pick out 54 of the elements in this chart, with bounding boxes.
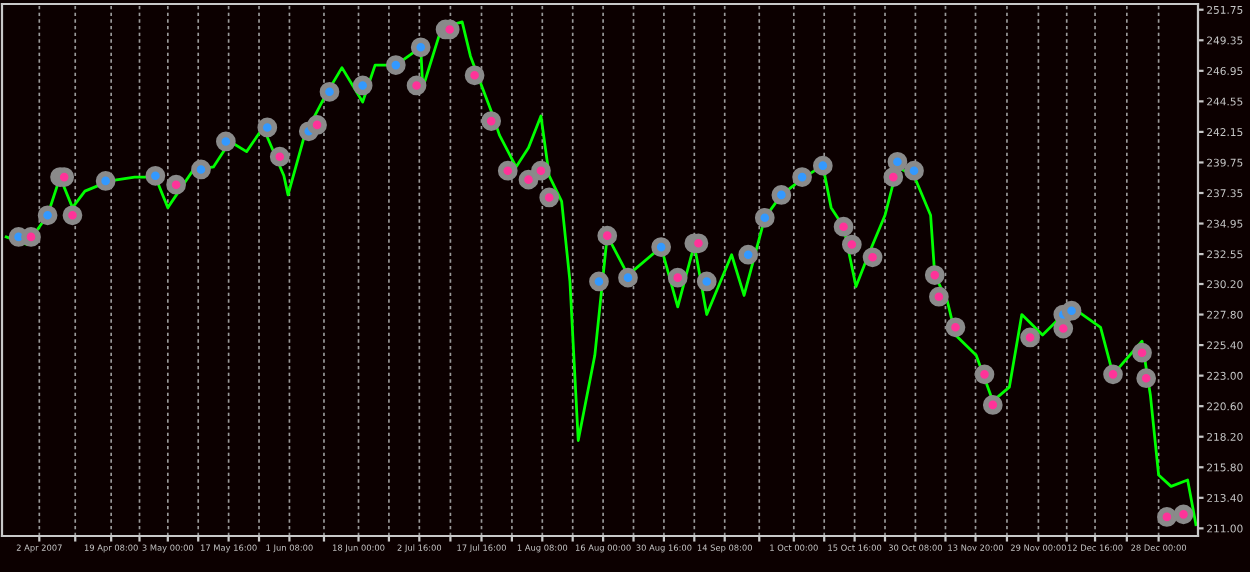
point — [589, 271, 609, 292]
point — [37, 205, 58, 226]
point — [531, 160, 551, 181]
point — [738, 244, 759, 265]
point — [667, 267, 688, 288]
point — [145, 165, 166, 186]
point — [191, 159, 211, 180]
point — [352, 75, 373, 96]
point — [1053, 318, 1074, 339]
point — [812, 155, 833, 176]
point — [1020, 327, 1040, 348]
point — [319, 81, 340, 102]
point — [833, 216, 854, 237]
point — [406, 75, 427, 96]
point — [497, 160, 518, 181]
point — [518, 169, 539, 190]
point — [1173, 504, 1194, 525]
point — [216, 131, 236, 152]
point — [539, 187, 560, 208]
point — [862, 247, 883, 268]
point — [464, 65, 485, 86]
point — [887, 151, 908, 172]
point — [597, 225, 618, 246]
point — [385, 55, 406, 75]
point — [307, 115, 327, 135]
point — [904, 160, 924, 181]
point — [1157, 507, 1177, 527]
point — [754, 207, 775, 228]
point — [257, 117, 278, 138]
point — [95, 171, 116, 191]
point — [982, 395, 1003, 415]
line-series — [4, 20, 1198, 526]
point — [21, 227, 41, 247]
point — [618, 267, 638, 288]
point — [62, 205, 83, 226]
point — [945, 317, 966, 338]
point — [410, 37, 431, 58]
point — [883, 167, 904, 187]
point — [974, 364, 995, 385]
point — [1136, 368, 1157, 389]
point — [1132, 342, 1152, 363]
point — [792, 167, 812, 187]
point — [269, 146, 290, 167]
point — [696, 271, 717, 292]
point — [1103, 364, 1123, 385]
point — [166, 174, 186, 195]
point — [929, 286, 949, 307]
point — [771, 185, 792, 205]
point — [481, 111, 502, 131]
point — [54, 167, 75, 187]
point — [651, 237, 672, 257]
point — [924, 265, 945, 285]
point — [1061, 300, 1082, 321]
point — [841, 234, 862, 255]
